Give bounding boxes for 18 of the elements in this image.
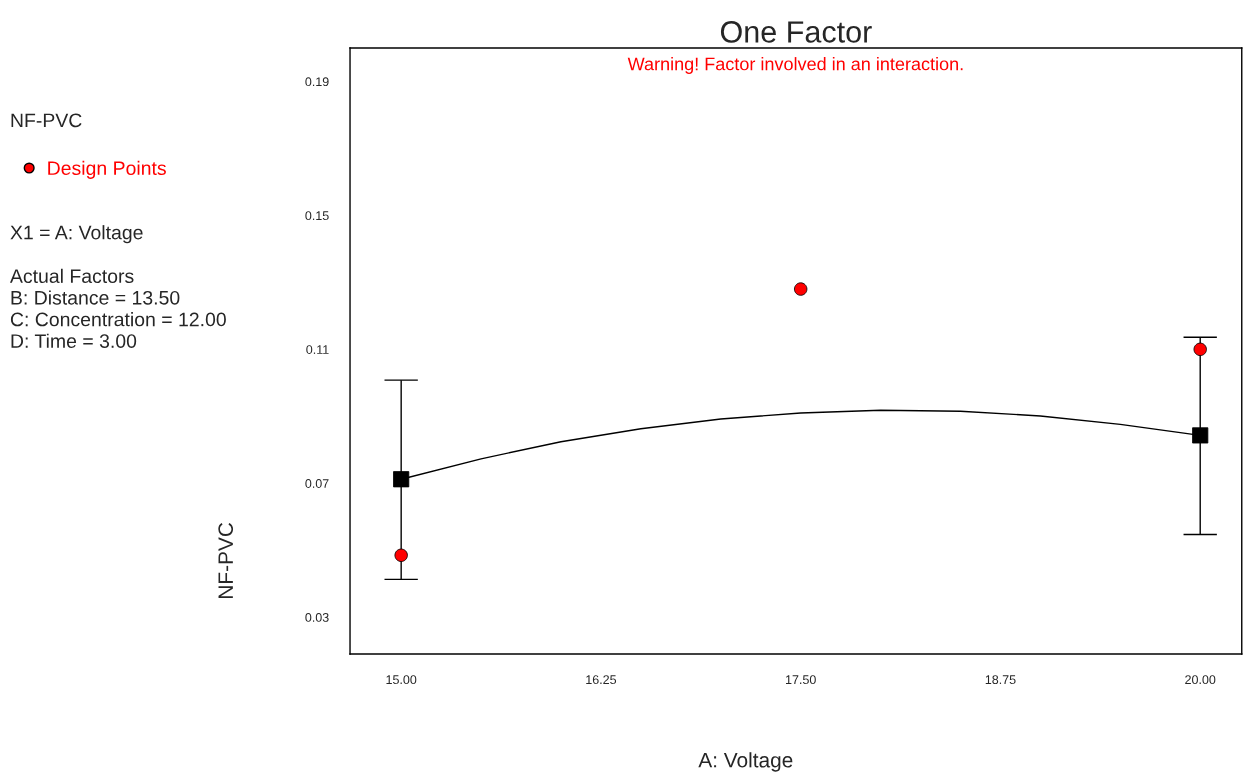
y-tick-label: 0.11 [306, 345, 329, 354]
text: Actual Factors B: Distance = 13.50 C: Concentration = 12.00 D: Time = 3.00 [9, 268, 226, 348]
x-tick-label: 17.50 [786, 675, 816, 685]
x-tick-label: 15.00 [386, 675, 417, 685]
y-axis-title: NF-PVC [218, 522, 234, 598]
chart-title: One Factor [720, 21, 872, 43]
y-tick-label: 0.19 [305, 77, 329, 87]
x-tick-label: 20.00 [1185, 675, 1216, 685]
x-tick-label: 16.25 [586, 675, 617, 685]
text: NF-PVC [11, 113, 82, 128]
legend-label: Design Points [48, 160, 166, 179]
text: X1 = A: Voltage [10, 225, 143, 244]
y-tick-label: 0.03 [305, 613, 329, 622]
annotation: Warning! Factor involved in an interaction. [627, 57, 963, 74]
x-axis-title: A: Voltage [698, 752, 793, 772]
y-tick-label: 0.15 [305, 211, 329, 221]
y-tick-label: 0.07 [305, 479, 329, 488]
x-tick-label: 18.75 [985, 675, 1016, 685]
